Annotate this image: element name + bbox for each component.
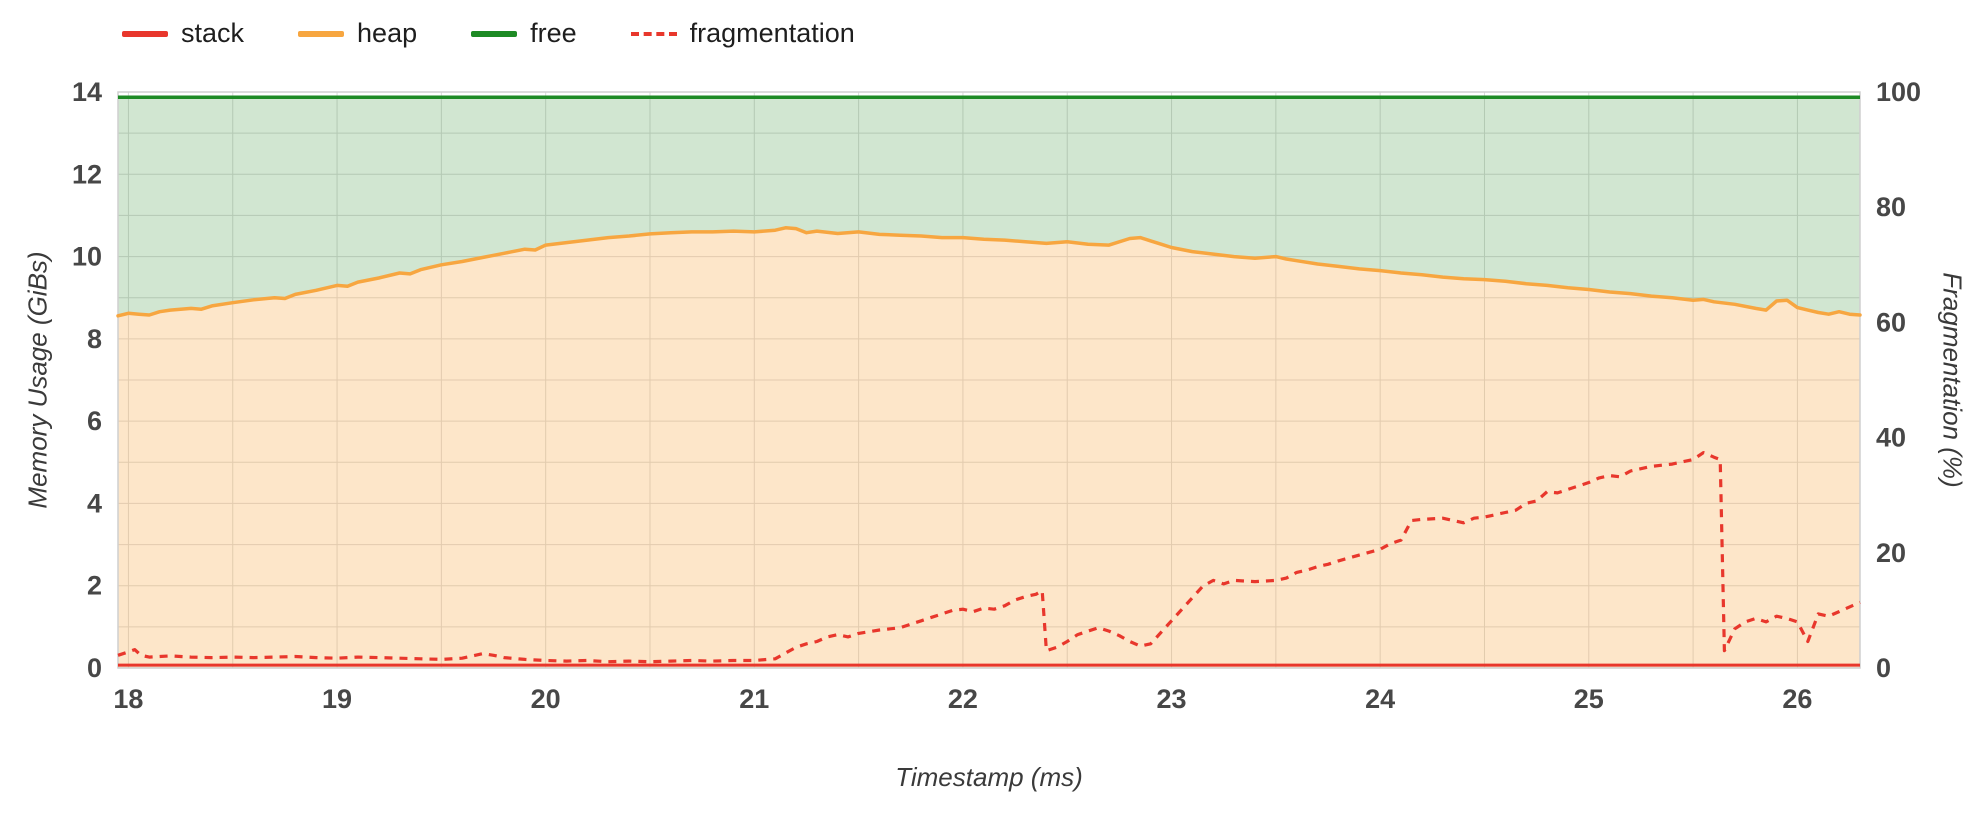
svg-text:6: 6 (87, 406, 102, 436)
legend-label-heap: heap (357, 18, 418, 48)
svg-text:19: 19 (322, 684, 352, 714)
legend-item-fragmentation[interactable]: fragmentation (630, 18, 855, 48)
svg-text:21: 21 (739, 684, 769, 714)
x-axis-title: Timestamp (ms) (895, 762, 1083, 792)
svg-text:12: 12 (72, 159, 102, 189)
svg-text:0: 0 (1876, 653, 1891, 683)
legend-label-fragmentation: fragmentation (689, 18, 855, 48)
legend-item-heap[interactable]: heap (298, 20, 417, 47)
fragmentation-series-swatch (630, 31, 677, 36)
svg-text:14: 14 (72, 77, 102, 107)
svg-text:24: 24 (1365, 684, 1395, 714)
svg-text:25: 25 (1574, 684, 1604, 714)
svg-text:60: 60 (1876, 307, 1906, 337)
svg-text:22: 22 (948, 684, 978, 714)
svg-text:2: 2 (87, 571, 102, 601)
svg-text:4: 4 (87, 488, 102, 518)
svg-text:10: 10 (72, 242, 102, 272)
svg-text:20: 20 (1876, 538, 1906, 568)
svg-text:23: 23 (1157, 684, 1187, 714)
heap-series-swatch (298, 30, 345, 37)
free-series-swatch (471, 30, 518, 37)
legend-label-stack: stack (181, 18, 245, 48)
svg-text:20: 20 (531, 684, 561, 714)
stack-series-swatch (122, 30, 168, 37)
svg-text:8: 8 (87, 324, 102, 354)
svg-text:18: 18 (113, 684, 143, 714)
svg-text:100: 100 (1876, 77, 1921, 107)
svg-text:26: 26 (1782, 684, 1812, 714)
svg-text:80: 80 (1876, 192, 1906, 222)
svg-text:40: 40 (1876, 423, 1906, 453)
legend-label-free: free (530, 18, 577, 48)
chart-legend: stack heap free fragmentation (122, 20, 855, 47)
legend-item-free[interactable]: free (471, 20, 577, 47)
legend-item-stack[interactable]: stack (122, 20, 244, 47)
svg-text:0: 0 (87, 653, 102, 683)
